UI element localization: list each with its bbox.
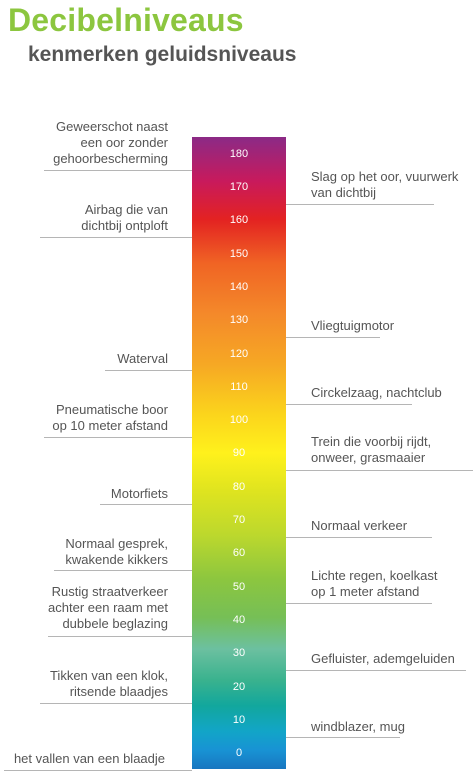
scale-tick-90: 90	[232, 447, 246, 459]
leader-line-left-3	[105, 370, 192, 371]
scale-tick-80: 80	[232, 481, 246, 493]
leader-line-left-5	[100, 504, 192, 505]
label-right-1: Slag op het oor, vuurwerk van dichtbij	[311, 169, 459, 200]
scale-tick-170: 170	[229, 181, 249, 193]
label-left-2: Airbag die van dichtbij ontploft	[81, 202, 168, 233]
label-right-4: Trein die voorbij rijdt, onweer, grasmaai…	[311, 434, 432, 465]
leader-line-left-2	[40, 237, 192, 238]
scale-tick-60: 60	[232, 547, 246, 559]
label-left-3: Waterval	[117, 351, 168, 366]
scale-tick-10: 10	[232, 714, 246, 726]
scale-tick-40: 40	[232, 614, 246, 626]
scale-tick-0: 0	[235, 747, 243, 759]
label-right-6: Lichte regen, koelkast op 1 meter afstand	[311, 568, 438, 599]
decibel-scale-bar: 180 170 160 150 140 130 120 110 100 90 80 70 60 50 40 3…	[192, 137, 286, 769]
scale-tick-70: 70	[232, 514, 246, 526]
label-right-7: Gefluister, ademgeluiden	[311, 651, 455, 666]
label-right-3: Circkelzaag, nachtclub	[311, 385, 442, 400]
label-left-5: Motorfiets	[110, 486, 168, 501]
label-left-7: Rustig straatverkeer achter een raam met d…	[48, 584, 168, 631]
label-left-4: Pneumatische boor op 10 meter afstand	[52, 402, 168, 433]
scale-tick-30: 30	[232, 647, 246, 659]
leader-line-right-8	[286, 737, 400, 738]
leader-line-left-7	[48, 636, 192, 637]
label-left-8: Tikken van een klok, ritsende blaadjes	[49, 668, 168, 699]
leader-line-right-2	[286, 337, 380, 338]
scale-tick-110: 110	[230, 381, 248, 393]
label-right-5: Normaal verkeer	[311, 518, 408, 533]
scale-tick-100: 100	[229, 414, 249, 426]
scale-tick-150: 150	[229, 248, 249, 260]
label-left-9: het vallen van een blaadje	[13, 751, 165, 766]
leader-line-right-5	[286, 537, 432, 538]
leader-line-right-4	[286, 470, 473, 471]
leader-line-right-7	[286, 670, 466, 671]
label-right-8: windblazer, mug	[311, 719, 405, 734]
leader-line-right-3	[286, 404, 412, 405]
scale-tick-20: 20	[232, 681, 246, 693]
leader-line-left-8	[40, 703, 192, 704]
scale-tick-160: 160	[229, 214, 249, 226]
leader-line-left-4	[44, 437, 192, 438]
leader-line-left-9	[4, 770, 192, 771]
leader-line-left-6	[54, 570, 192, 571]
scale-tick-140: 140	[229, 281, 249, 293]
label-left-1: Geweerschot naast een oor zonder gehoorbes…	[53, 119, 168, 166]
scale-tick-130: 130	[229, 314, 249, 326]
scale-tick-50: 50	[232, 581, 246, 593]
leader-line-right-6	[286, 603, 432, 604]
leader-line-right-1	[286, 204, 434, 205]
scale-tick-120: 120	[229, 348, 249, 360]
label-right-2: Vliegtuigmotor	[311, 318, 395, 333]
leader-line-left-1	[44, 170, 192, 171]
scale-tick-180: 180	[229, 148, 249, 160]
page-subtitle: kenmerken geluidsniveaus	[28, 43, 297, 66]
label-left-6: Normaal gesprek, kwakende kikkers	[65, 536, 168, 567]
page-title: Decibelniveaus	[8, 2, 244, 38]
